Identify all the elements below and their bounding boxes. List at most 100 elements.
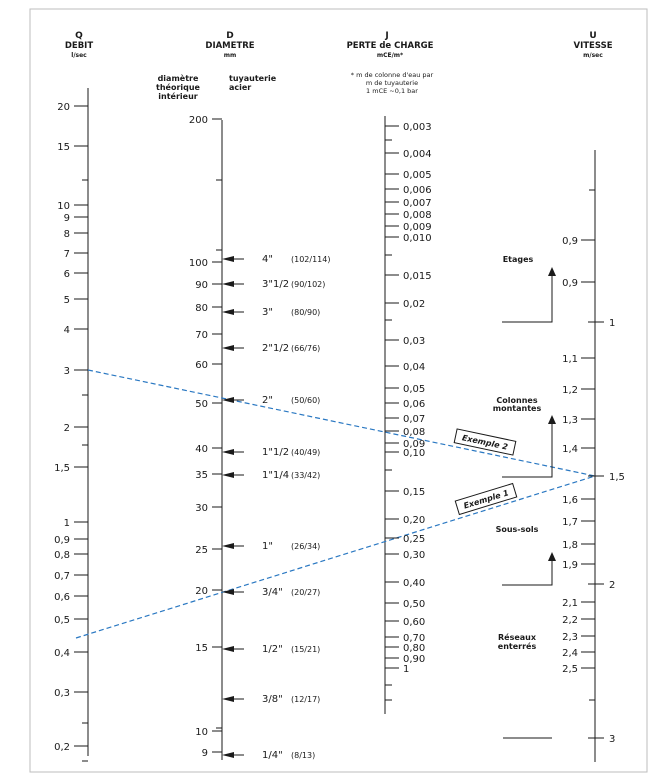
j-tick-label: 0,10 — [403, 448, 425, 459]
j-tick-label: 1 — [403, 664, 409, 675]
sous-sols-bracket — [502, 557, 553, 586]
pipe-range: (66/76) — [291, 344, 320, 353]
pipe-range: (12/17) — [291, 695, 320, 704]
q-tick-label: 3 — [64, 366, 70, 377]
q-header-unit: l/sec — [71, 52, 87, 59]
pipe-range: (90/102) — [291, 280, 325, 289]
pipe-range: (20/27) — [291, 588, 320, 597]
j-header-letter: J — [384, 31, 388, 41]
pipe-marker-icon — [222, 256, 234, 262]
pipe-size: 3"1/2 — [262, 279, 289, 290]
q-header-name: DEBIT — [65, 41, 94, 51]
pipe-size: 1"1/2 — [262, 447, 289, 458]
u-tick-label: 2 — [609, 580, 615, 591]
j-tick-label: 0,04 — [403, 362, 425, 373]
j-tick-label: 0,80 — [403, 643, 425, 654]
j-tick-label: 0,90 — [403, 654, 425, 665]
d-subheader-left-1: diamètre — [158, 73, 199, 83]
j-tick-label: 0,70 — [403, 633, 425, 644]
j-note-2: m de tuyauterie — [366, 79, 418, 87]
pipe-range: (15/21) — [291, 645, 320, 654]
u-header-name: VITESSE — [573, 41, 612, 51]
q-tick-label: 10 — [57, 201, 70, 212]
u-tick-label: 1 — [609, 318, 615, 329]
zone-colonnes-2: montantes — [493, 404, 542, 413]
j-tick-label: 0,010 — [403, 233, 432, 244]
pipe-size: 2"1/2 — [262, 343, 289, 354]
pipe-range: (33/42) — [291, 471, 320, 480]
q-tick-label: 7 — [64, 249, 70, 260]
pipe-marker-icon — [222, 696, 234, 702]
j-tick-label: 0,50 — [403, 599, 425, 610]
j-header-unit: mCE/m* — [377, 52, 404, 59]
j-tick-label: 0,03 — [403, 336, 425, 347]
u-tick-label: 2,3 — [562, 632, 578, 643]
q-tick-label: 15 — [57, 142, 70, 153]
pipe-marker-icon — [222, 281, 234, 287]
q-tick-label: 5 — [64, 295, 70, 306]
zone-sous-sols: Sous-sols — [496, 525, 539, 534]
pipe-size: 2" — [262, 395, 273, 406]
u-tick-label: 1,4 — [562, 444, 578, 455]
d-subheader-right-1: tuyauterie — [229, 74, 277, 83]
pipe-marker-icon — [222, 397, 234, 403]
q-tick-label: 0,3 — [54, 688, 70, 699]
pipe-marker-icon — [222, 543, 234, 549]
zone-reseaux-1: Réseaux — [498, 632, 537, 642]
j-tick-label: 0,004 — [403, 149, 432, 160]
pipe-marker-icon — [222, 472, 234, 478]
j-tick-label: 0,02 — [403, 299, 425, 310]
q-tick-label: 6 — [64, 269, 70, 280]
d-tick-label: 20 — [195, 586, 208, 597]
pipe-range: (50/60) — [291, 396, 320, 405]
j-header-name: PERTE de CHARGE — [347, 41, 434, 51]
pipe-size: 3/8" — [262, 694, 283, 705]
d-tick-label: 90 — [195, 280, 208, 291]
j-tick-label: 0,005 — [403, 170, 432, 181]
d-tick-label: 9 — [202, 748, 208, 759]
pipe-range: (80/90) — [291, 308, 320, 317]
u-tick-label: 2,5 — [562, 664, 578, 675]
q-tick-label: 0,7 — [54, 571, 70, 582]
pipe-size: 1" — [262, 541, 273, 552]
pipe-marker-icon — [222, 449, 234, 455]
d-subheader-right-2: acier — [229, 83, 251, 92]
q-tick-label: 9 — [64, 213, 70, 224]
u-tick-label: 1,9 — [562, 560, 578, 571]
j-tick-label: 0,40 — [403, 578, 425, 589]
d-tick-label: 80 — [195, 303, 208, 314]
d-subheader-left-3: intérieur — [158, 91, 197, 101]
example-1-tag: Exemple 1 — [454, 482, 518, 516]
j-tick-label: 0,25 — [403, 534, 425, 545]
j-tick-label: 0,30 — [403, 550, 425, 561]
q-tick-label: 1,5 — [54, 463, 70, 474]
pipe-range: (102/114) — [291, 255, 330, 264]
q-tick-label: 8 — [64, 229, 70, 240]
d-tick-label: 10 — [195, 727, 208, 738]
pipe-marker-icon — [222, 646, 234, 652]
pipe-size: 3/4" — [262, 587, 283, 598]
q-tick-label: 0,5 — [54, 615, 70, 626]
q-tick-label: 0,2 — [54, 742, 70, 753]
pipe-size: 1"1/4 — [262, 470, 289, 481]
pipe-marker-icon — [222, 589, 234, 595]
d-tick-label: 30 — [195, 503, 208, 514]
pipe-range: (8/13) — [291, 751, 315, 760]
j-tick-label: 0,06 — [403, 399, 425, 410]
u-tick-label: 1,5 — [609, 472, 625, 483]
sous-sols-arrow-icon — [548, 552, 556, 561]
q-tick-label: 1 — [64, 518, 70, 529]
q-header-letter: Q — [75, 31, 83, 41]
j-tick-label: 0,015 — [403, 271, 432, 282]
d-header-name: DIAMETRE — [205, 41, 254, 51]
etages-bracket — [502, 272, 553, 323]
u-tick-label: 1,7 — [562, 517, 578, 528]
example-1-line — [75, 475, 596, 639]
q-tick-label: 2 — [64, 423, 70, 434]
q-tick-label: 0,9 — [54, 535, 70, 546]
d-tick-label: 70 — [195, 330, 208, 341]
j-tick-label: 0,05 — [403, 384, 425, 395]
d-header-letter: D — [226, 31, 233, 41]
q-tick-label: 0,6 — [54, 592, 70, 603]
